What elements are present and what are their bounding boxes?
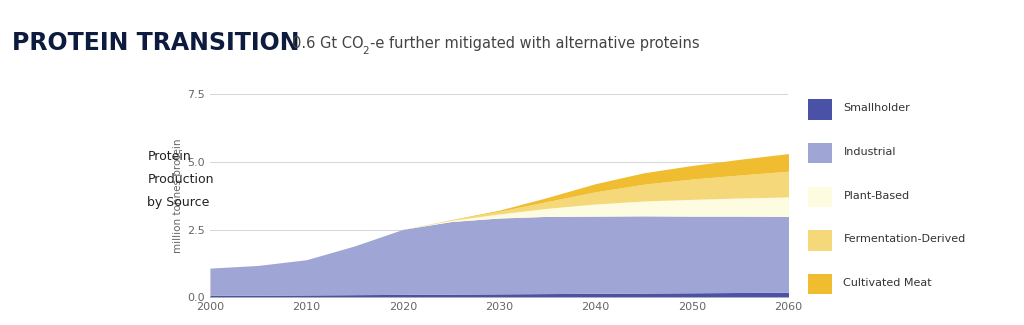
Text: Protein
Production
by Source: Protein Production by Source [147, 150, 214, 209]
FancyBboxPatch shape [808, 143, 833, 163]
Text: Cultivated Meat: Cultivated Meat [844, 278, 932, 288]
Text: Smallholder: Smallholder [844, 103, 910, 113]
Text: 0.6 Gt CO: 0.6 Gt CO [292, 36, 364, 51]
FancyBboxPatch shape [808, 274, 833, 294]
FancyBboxPatch shape [808, 230, 833, 251]
Text: Industrial: Industrial [844, 147, 896, 157]
Text: PROTEIN TRANSITION: PROTEIN TRANSITION [12, 31, 300, 55]
Text: Plant-Based: Plant-Based [844, 191, 909, 201]
Text: 2: 2 [362, 46, 369, 56]
Text: Fermentation-Derived: Fermentation-Derived [844, 234, 966, 244]
Text: -e further mitigated with alternative proteins: -e further mitigated with alternative pr… [370, 36, 699, 51]
Y-axis label: million tonnes protein: million tonnes protein [173, 138, 183, 253]
FancyBboxPatch shape [808, 99, 833, 120]
FancyBboxPatch shape [808, 187, 833, 207]
